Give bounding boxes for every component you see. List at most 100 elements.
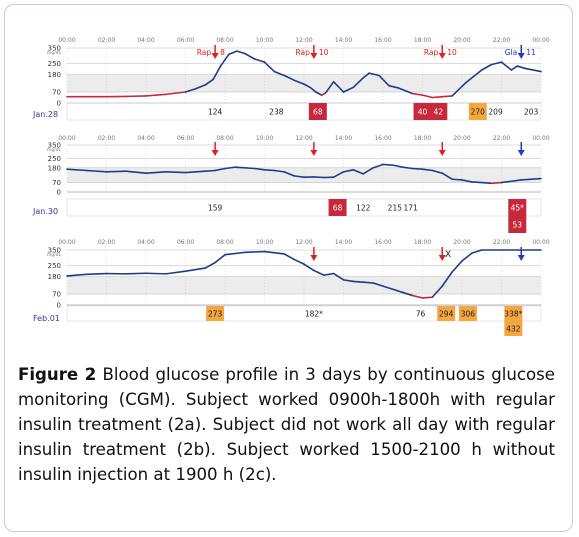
insulin-type-label: Rap	[295, 48, 310, 57]
annotation-mark: X	[445, 250, 451, 260]
glucose-trace-segment	[401, 291, 414, 297]
glucose-trace-segment	[362, 167, 374, 175]
x-tick-label: 02:00	[98, 135, 115, 142]
insulin-type-label: Gla	[505, 48, 518, 57]
reading-value: 40	[418, 108, 428, 117]
glucose-trace-segment	[204, 261, 216, 269]
glucose-trace-segment	[164, 270, 187, 275]
x-tick-label: 00:00	[58, 239, 75, 246]
glucose-trace-segment	[204, 78, 214, 86]
glucose-trace-segment	[441, 95, 453, 98]
glucose-trace-segment	[315, 91, 323, 96]
glucose-trace-segment	[184, 267, 207, 273]
glucose-trace-segment	[411, 294, 424, 299]
x-tick-label: 08:00	[216, 37, 233, 44]
reading-box	[468, 103, 487, 120]
insulin-arrow-head	[310, 255, 318, 261]
reading-box	[206, 306, 225, 321]
glucose-trace-segment	[243, 167, 256, 170]
glucose-trace-segment	[441, 172, 453, 181]
glucose-trace-segment	[471, 181, 483, 184]
glucose-trace-segment	[480, 181, 493, 185]
glucose-trace-segment	[524, 67, 542, 73]
x-tick-label: 08:00	[216, 135, 233, 142]
x-tick-label: 10:00	[256, 135, 273, 142]
glucose-trace-segment	[332, 80, 345, 93]
glucose-trace-segment	[228, 50, 238, 56]
glucose-trace-segment	[382, 285, 394, 291]
glucose-trace-segment	[342, 169, 355, 173]
reading-value: 76	[416, 310, 426, 319]
glucose-trace-segment	[441, 271, 453, 287]
glucose-trace-segment	[145, 171, 167, 174]
glucose-trace-segment	[253, 167, 266, 171]
y-tick-label: 350	[48, 45, 61, 53]
insulin-arrow-head	[211, 150, 219, 156]
glucose-trace-segment	[204, 169, 216, 172]
x-tick-label: 18:00	[414, 135, 431, 142]
glucose-trace-segment	[322, 272, 335, 276]
glucose-trace-segment	[263, 169, 276, 172]
glucose-trace-segment	[263, 61, 276, 73]
x-tick-label: 04:00	[137, 239, 154, 246]
glucose-trace-segment	[431, 169, 444, 174]
glucose-trace-segment	[421, 296, 434, 299]
y-tick-label: 180	[48, 71, 61, 79]
y-tick-label: 70	[52, 291, 61, 299]
glucose-trace-segment	[125, 170, 147, 174]
x-tick-label: 20:00	[453, 37, 470, 44]
x-tick-label: 06:00	[177, 239, 194, 246]
glucose-trace-segment	[184, 170, 207, 174]
y-tick-label: 250	[48, 155, 61, 163]
reading-value: 338*	[504, 310, 522, 319]
x-tick-label: 00:00	[532, 135, 549, 142]
caption-text: Blood glucose profile in 3 days by conti…	[18, 365, 555, 484]
glucose-trace-segment	[490, 61, 503, 66]
caption-label: Figure 2	[18, 365, 97, 384]
x-tick-label: 14:00	[335, 239, 352, 246]
glucose-trace-segment	[461, 252, 473, 262]
insulin-type-label: Rap	[197, 48, 212, 57]
glucose-trace-segment	[520, 177, 542, 181]
glucose-trace-segment	[293, 79, 305, 85]
glucose-trace-segment	[471, 249, 483, 254]
glucose-trace-segment	[309, 86, 317, 93]
date-label: Jan.30	[32, 207, 58, 216]
y-tick-label: 70	[52, 179, 61, 187]
glucose-trace-segment	[184, 88, 197, 93]
glucose-trace-segment	[451, 81, 467, 97]
glucose-trace-segment	[194, 84, 207, 90]
target-range-band	[67, 276, 541, 294]
glucose-trace-segment	[473, 69, 483, 78]
glucose-trace-segment	[510, 179, 523, 183]
x-tick-label: 22:00	[493, 37, 510, 44]
glucose-trace-segment	[283, 253, 295, 261]
glucose-trace-segment	[85, 169, 108, 173]
glucose-trace-segment	[411, 92, 424, 96]
glucose-trace-segment	[283, 171, 295, 177]
reading-value: 45*	[511, 204, 525, 213]
glucose-trace-segment	[431, 95, 444, 99]
x-tick-label: 16:00	[374, 135, 391, 142]
cgm-charts: 00:00 02:00 04:00 06:00 08:00 10:00 12:00 14:00…	[32, 37, 550, 336]
y-unit-label: mg/dL	[47, 50, 62, 56]
glucose-trace-segment	[220, 53, 230, 67]
date-label: Jan.28	[32, 110, 58, 119]
x-tick-label: 22:00	[493, 239, 510, 246]
insulin-arrow-head	[438, 255, 446, 261]
glucose-trace-segment	[461, 179, 473, 183]
insulin-arrow-head	[438, 150, 446, 156]
glucose-trace-segment	[516, 65, 527, 70]
glucose-trace-segment	[273, 169, 286, 173]
glucose-trace-segment	[388, 84, 400, 89]
y-tick-label: 0	[57, 100, 61, 108]
reading-value: 215	[388, 204, 403, 213]
glucose-trace-segment	[397, 87, 414, 95]
glucose-trace-segment	[253, 58, 266, 63]
y-tick-label: 350	[48, 247, 61, 255]
glucose-trace-segment	[332, 171, 345, 179]
glucose-trace-segment	[392, 288, 404, 294]
glucose-trace-segment	[66, 273, 88, 277]
glucose-trace-segment	[105, 170, 128, 173]
reading-value: 122	[356, 204, 371, 213]
